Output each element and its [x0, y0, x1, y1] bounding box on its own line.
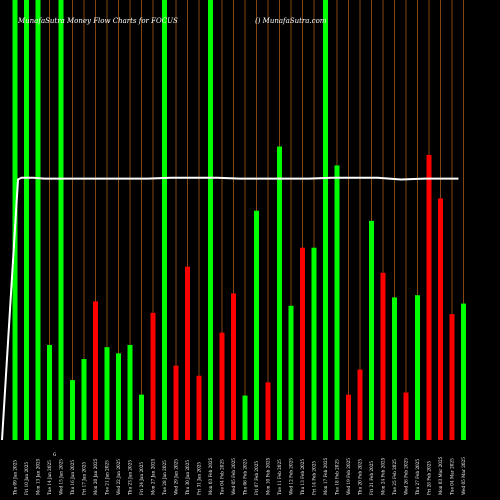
x-tick-label: Thu 06 Feb 2025	[243, 459, 248, 495]
x-tick-label: Mon 24 Feb 2025	[381, 457, 386, 495]
x-tick-label: Thu 23 Jan 2025	[128, 460, 133, 495]
x-tick-label: Tue 21 Jan 2025	[105, 460, 110, 495]
money-flow-bar	[288, 305, 294, 440]
money-flow-bar	[208, 0, 213, 440]
money-flow-bar	[277, 146, 282, 440]
x-tick-label: Mon 10 Feb 2025	[266, 457, 271, 495]
x-tick-label: Fri 17 Jan 2025	[82, 462, 87, 495]
watermark: () MunafaSutra.com	[255, 17, 327, 25]
x-tick-label: Fri 24 Jan 2025	[139, 462, 144, 495]
money-flow-line-path	[1, 176, 459, 441]
money-flow-bar	[426, 154, 432, 440]
x-tick-label: Fri 31 Jan 2025	[197, 462, 202, 495]
x-tick-label: Tue 04 Feb 2025	[220, 459, 225, 495]
x-tick-label: Thu 20 Feb 2025	[358, 459, 363, 495]
x-tick-label: Fri 28 Feb 2025	[427, 461, 432, 495]
money-flow-bar	[346, 394, 351, 440]
x-tick-label: Tue 28 Jan 2025	[162, 460, 167, 495]
x-tick-label: Mon 03 Feb 2025	[208, 457, 213, 495]
money-flow-bar	[265, 382, 271, 440]
money-flow-bar	[392, 297, 397, 440]
money-flow-bar	[70, 380, 75, 440]
money-flow-bar	[323, 0, 328, 440]
money-flow-line	[1, 176, 459, 441]
money-flow-bar	[219, 332, 225, 440]
money-flow-bar	[311, 247, 317, 440]
money-flow-bar	[300, 247, 305, 440]
x-tick-label: Wed 22 Jan 2025	[116, 459, 121, 495]
x-tick-label: Wed 15 Jan 2025	[59, 459, 64, 495]
x-tick-label: Fri 07 Feb 2025	[254, 461, 259, 495]
x-axis-ticks: Thu 09 Jan 2025 Fri 10 Jan 2025 Mon 13 Jan…	[13, 456, 467, 495]
money-flow-bar	[403, 392, 409, 440]
money-flow-bar	[24, 0, 29, 440]
money-flow-bar	[173, 365, 179, 440]
chart-title: MunafaSutra Money Flow Charts for FOCUS	[17, 17, 178, 25]
x-tick-label: Mon 27 Jan 2025	[151, 458, 156, 495]
x-tick-label: Tue 14 Jan 2025	[47, 460, 52, 495]
x-tick-label: Thu 16 Jan 2025	[70, 460, 75, 495]
money-flow-bar	[104, 347, 110, 440]
x-tick-label: Tue 25 Feb 2025	[392, 459, 397, 495]
x-tick-label: Wed 19 Feb 2025	[346, 458, 351, 495]
x-tick-label: Thu 13 Feb 2025	[300, 459, 305, 495]
x-tick-label: Tue 04 Mar 2025	[450, 458, 455, 495]
x-tick-label: Mon 20 Jan 2025	[93, 458, 98, 495]
x-tick-label: Wed 29 Jan 2025	[174, 459, 179, 495]
x-tick-label: Mon 13 Jan 2025	[36, 458, 41, 495]
x-tick-label: Mon 17 Feb 2025	[323, 457, 328, 495]
money-flow-bar	[162, 0, 167, 440]
x-tick-label: Wed 12 Feb 2025	[289, 458, 294, 495]
money-flow-bar	[139, 394, 144, 440]
money-flow-bar	[415, 295, 420, 440]
x-tick-label: Fri 21 Feb 2025	[369, 461, 374, 495]
money-flow-bar	[438, 198, 443, 440]
money-flow-bar	[231, 293, 236, 440]
money-flow-bars	[12, 0, 466, 440]
chart-marker-label: G	[53, 452, 57, 457]
money-flow-bar	[254, 210, 259, 440]
money-flow-bar	[93, 301, 98, 440]
money-flow-bar	[242, 395, 248, 440]
x-tick-label: Thu 09 Jan 2025	[13, 460, 18, 495]
money-flow-bar	[380, 272, 386, 440]
money-flow-bar	[461, 303, 466, 440]
x-tick-label: Wed 05 Mar 2025	[461, 457, 466, 495]
x-tick-label: Tue 11 Feb 2025	[277, 459, 282, 495]
x-tick-label: Thu 30 Jan 2025	[185, 460, 190, 495]
x-tick-label: Fri 10 Jan 2025	[24, 462, 29, 495]
money-flow-bar	[334, 165, 340, 440]
money-flow-bar	[150, 312, 156, 440]
money-flow-bar	[47, 344, 52, 440]
money-flow-bar	[58, 0, 64, 440]
x-tick-label: Thu 27 Feb 2025	[415, 459, 420, 495]
x-tick-label: Wed 05 Feb 2025	[231, 458, 236, 495]
money-flow-bar	[81, 359, 87, 440]
x-tick-label: Tue 18 Feb 2025	[335, 459, 340, 495]
money-flow-bar	[357, 369, 363, 440]
money-flow-bar	[369, 220, 374, 440]
x-tick-label: Wed 26 Feb 2025	[404, 458, 409, 495]
money-flow-bar	[196, 375, 202, 440]
money-flow-bar	[35, 0, 41, 440]
x-tick-label: Fri 14 Feb 2025	[312, 461, 317, 495]
money-flow-bar	[116, 353, 121, 440]
money-flow-bar	[127, 344, 133, 440]
money-flow-bar	[185, 266, 190, 440]
money-flow-bar	[449, 314, 455, 440]
x-tick-label: Mon 03 Mar 2025	[438, 456, 443, 495]
